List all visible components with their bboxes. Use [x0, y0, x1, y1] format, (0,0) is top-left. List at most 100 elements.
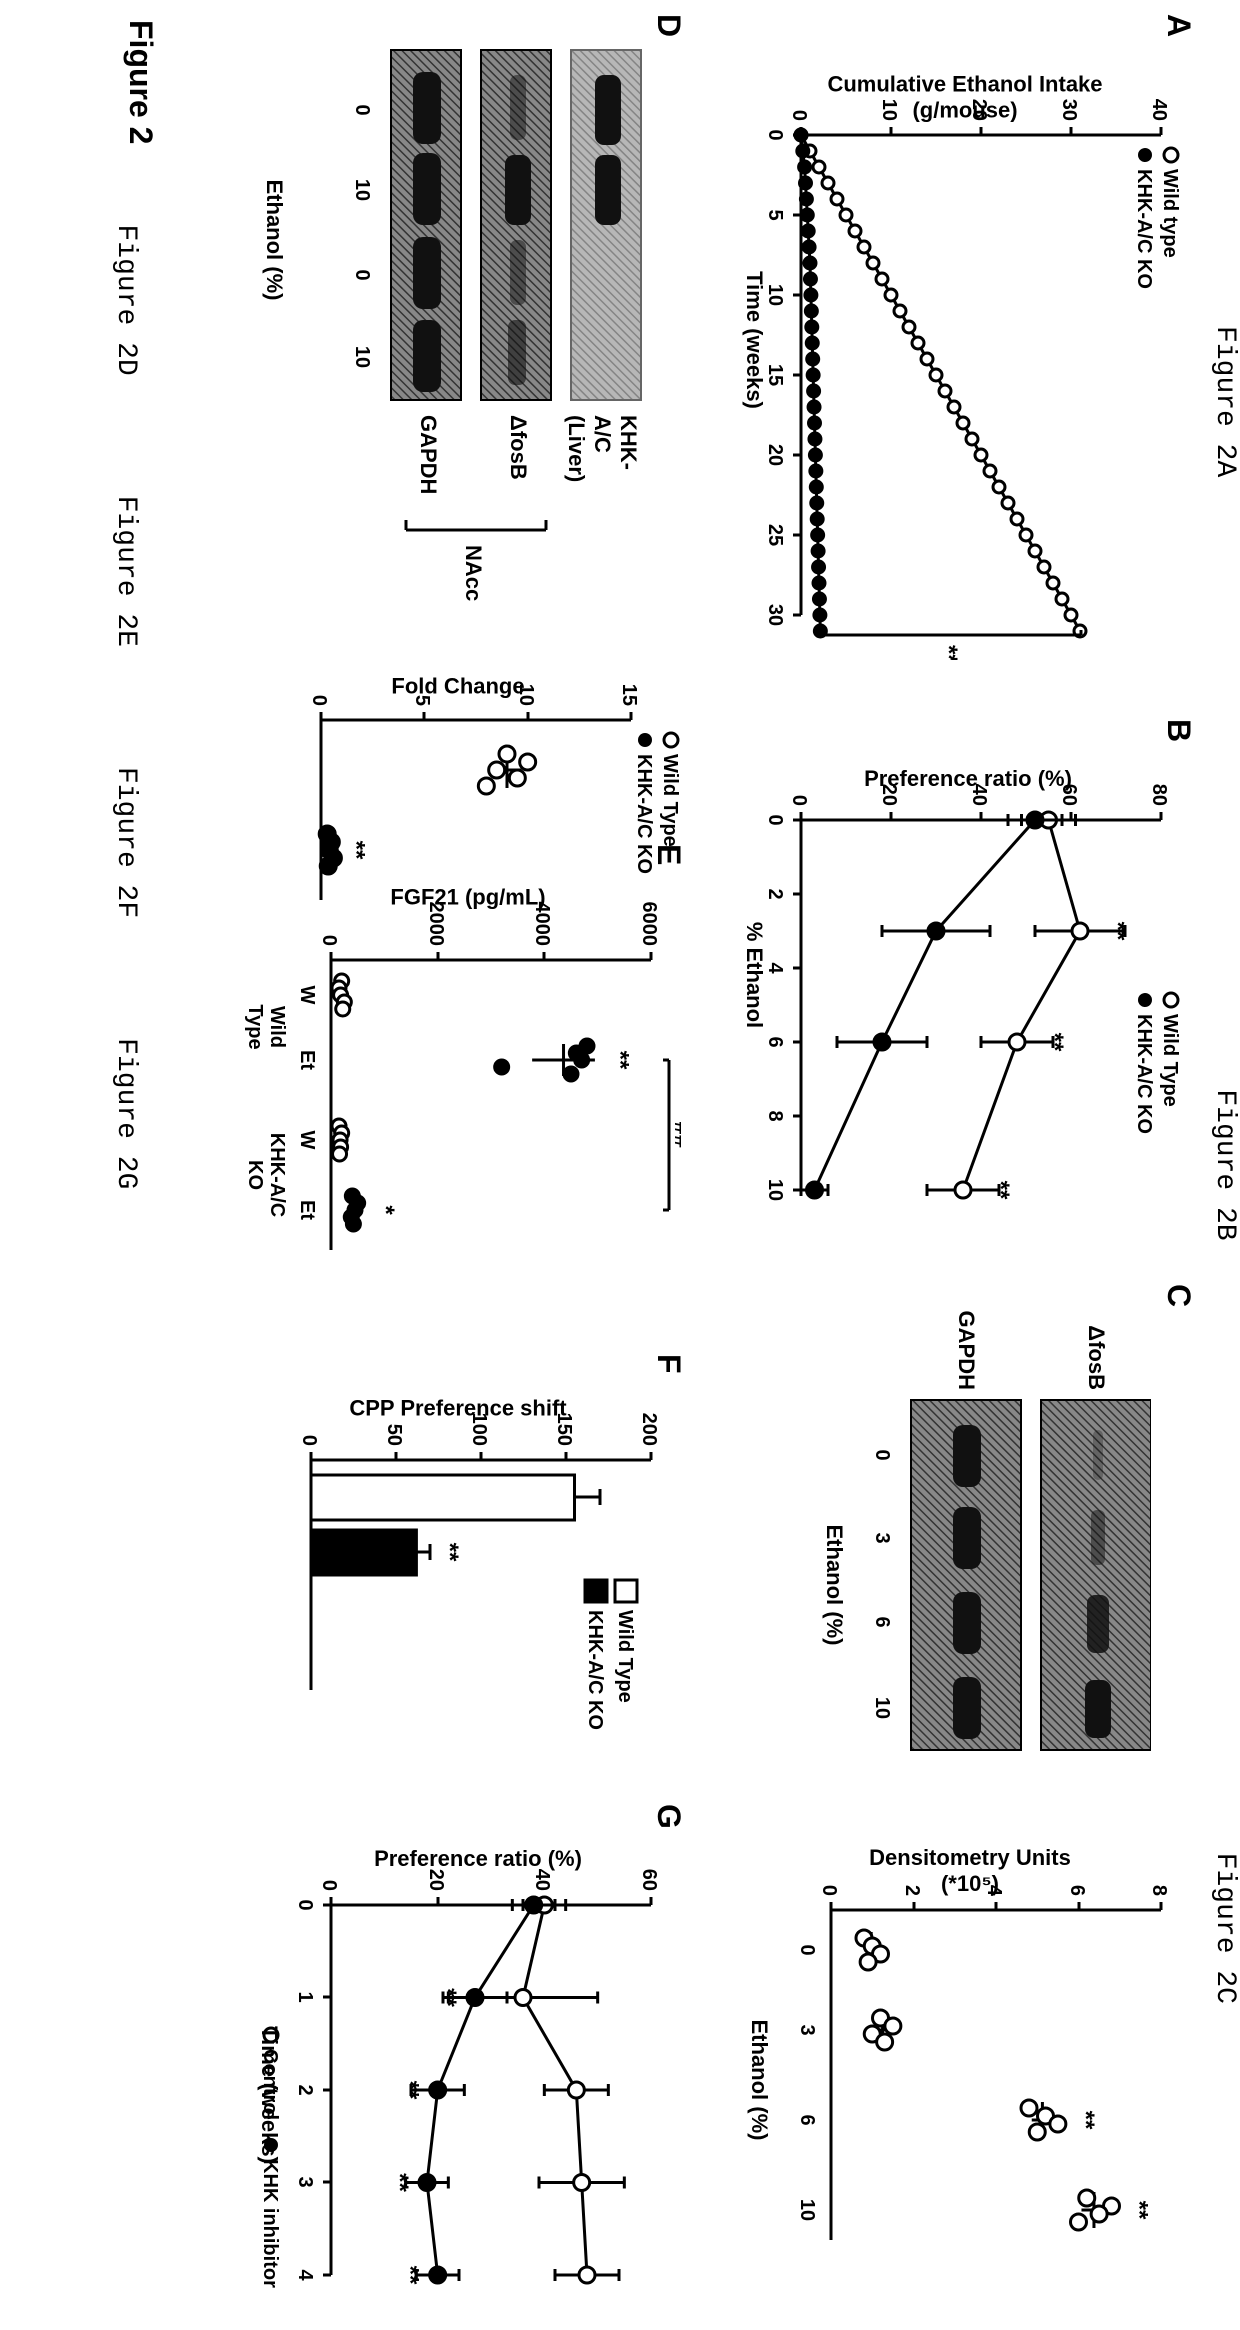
panel-c-scatter-xlabel: Ethanol (%) — [746, 1810, 772, 2280]
svg-text:200: 200 — [638, 1413, 660, 1446]
panel-a-xlabel: Time (weeks) — [741, 20, 767, 660]
panel-d-label-fosb: ΔfosB — [505, 415, 531, 480]
svg-text:25: 25 — [764, 524, 786, 546]
panel-f-legend-ko: KHK-A/C KO — [584, 1610, 606, 1730]
caption-2c: Figure 2C — [1209, 1853, 1240, 2004]
svg-text:10: 10 — [871, 1697, 893, 1719]
panel-e: E 0 2000 4000 6000 W Et W Et — [201, 850, 681, 1280]
svg-text:50: 50 — [383, 1424, 405, 1446]
panel-c-blot-xlabel: Ethanol (%) — [821, 1290, 847, 1770]
svg-text:0: 0 — [351, 269, 373, 280]
panel-f-ylabel: CPP Preference shift — [349, 1396, 566, 1422]
caption-2f: Figure 2F — [110, 767, 141, 918]
panel-c-blot-label-fosb: ΔfosB — [1084, 1325, 1109, 1390]
svg-text:15: 15 — [618, 684, 640, 706]
caption-2a: Figure 2A — [1209, 326, 1240, 477]
svg-text:Wild: Wild — [266, 1006, 288, 1048]
svg-text:0: 0 — [788, 795, 810, 806]
svg-text:10: 10 — [764, 284, 786, 306]
panel-b: B 0 20 40 60 80 0 2 4 — [721, 725, 1191, 1225]
panel-d: D — [201, 20, 681, 770]
panel-a-legend-ko: KHK-A/C KO — [1133, 169, 1155, 289]
svg-text:Et: Et — [296, 1050, 318, 1070]
caption-2g: Figure 2G — [110, 1038, 141, 1189]
caption-2e: Figure 2E — [110, 496, 141, 647]
svg-text:4: 4 — [294, 2269, 316, 2281]
svg-text:15: 15 — [764, 364, 786, 386]
panel-b-ylabel: Preference ratio (%) — [864, 766, 1072, 792]
svg-text:3: 3 — [871, 1532, 893, 1543]
svg-text:2: 2 — [294, 2084, 316, 2095]
svg-text:0: 0 — [294, 1899, 316, 1910]
svg-text:**: ** — [1104, 922, 1131, 941]
svg-text:10: 10 — [764, 1179, 786, 1201]
svg-text:0: 0 — [764, 814, 786, 825]
panel-c-blot-label-gapdh: GAPDH — [954, 1311, 979, 1390]
svg-text:4: 4 — [764, 962, 786, 974]
svg-text:KO: KO — [244, 1160, 266, 1190]
panel-d-xlabel: Ethanol (%) — [261, 50, 287, 430]
panel-e-ylabel: FGF21 (pg/mL) — [390, 885, 545, 911]
svg-text:0: 0 — [796, 1944, 818, 1955]
svg-text:40: 40 — [531, 1869, 553, 1891]
panel-a-letter: A — [1160, 14, 1197, 37]
svg-text:0: 0 — [818, 1885, 840, 1896]
svg-text:0: 0 — [318, 1880, 340, 1891]
top-caption-row: Figure 2A Figure 2B Figure 2C — [1209, 20, 1240, 2310]
svg-text:**: ** — [1041, 1033, 1068, 1052]
svg-text:**: ** — [386, 2173, 413, 2192]
svg-text:0: 0 — [351, 104, 373, 115]
svg-text:**: ** — [987, 1181, 1014, 1200]
panel-b-letter: B — [1160, 719, 1197, 742]
panel-e-letter: E — [650, 844, 687, 865]
panel-f: F 0 50 100 150 200 ** W — [201, 1360, 681, 1730]
svg-text:0: 0 — [788, 110, 810, 121]
panel-d-scatter-ylabel: Fold Change — [391, 674, 524, 700]
panel-g-ylabel: Preference ratio (%) — [374, 1846, 582, 1872]
svg-text:W: W — [296, 1131, 318, 1150]
panel-b-xlabel: % Ethanol — [741, 725, 767, 1225]
svg-text:W: W — [296, 986, 318, 1005]
svg-text:30: 30 — [764, 604, 786, 626]
svg-text:**: ** — [1072, 2111, 1099, 2130]
panel-e-sig-between: ## — [669, 1122, 681, 1149]
svg-text:40: 40 — [1148, 99, 1170, 121]
svg-text:**: ** — [434, 1988, 461, 2007]
svg-text:6000: 6000 — [638, 902, 660, 947]
svg-text:3: 3 — [796, 2024, 818, 2035]
svg-text:0: 0 — [871, 1449, 893, 1460]
svg-text:KHK-A/C: KHK-A/C — [266, 1133, 288, 1217]
panel-e-chart: 0 2000 4000 6000 W Et W Et Wild Type KHK… — [201, 850, 681, 1280]
svg-text:3: 3 — [294, 2176, 316, 2187]
panel-d-legend-wt: Wild Type — [659, 754, 681, 847]
panel-g-xlabel: Time (weeks) — [256, 1810, 282, 2310]
svg-text:10: 10 — [351, 346, 373, 368]
panel-a-sig: ** — [935, 645, 962, 660]
panel-g: G 0 20 40 60 0 1 2 3 — [201, 1810, 681, 2310]
svg-text:**: ** — [436, 1543, 463, 1562]
svg-text:20: 20 — [764, 444, 786, 466]
svg-text:Et: Et — [296, 1200, 318, 1220]
svg-text:6: 6 — [871, 1616, 893, 1627]
caption-2b: Figure 2B — [1209, 1089, 1240, 1240]
svg-text:1: 1 — [294, 1991, 316, 2002]
svg-text:8: 8 — [764, 1110, 786, 1121]
panel-c: C ΔfosB — [721, 1290, 1191, 2310]
svg-text:0: 0 — [764, 129, 786, 140]
panel-b-legend-wt: Wild Type — [1159, 1014, 1181, 1107]
panel-d-label-khk: KHK-A/C (Liver) — [563, 415, 641, 482]
svg-text:80: 80 — [1148, 784, 1170, 806]
figure-page: Figure 2A Figure 2B Figure 2C A — [40, 20, 1240, 2310]
panel-c-blot: ΔfosB GAPDH 0 3 6 10 — [851, 1290, 1151, 1770]
panel-f-legend-wt: Wild Type — [614, 1610, 636, 1703]
row-1: A 0 10 20 30 — [721, 20, 1191, 2310]
svg-text:*: * — [372, 1205, 399, 1215]
svg-text:0: 0 — [318, 935, 340, 946]
panel-a-xticks: 0 5 10 15 20 25 30 — [764, 129, 801, 626]
caption-2d: Figure 2D — [110, 224, 141, 375]
bottom-caption-row: Figure 2D Figure 2E Figure 2F Figure 2G — [110, 224, 141, 1189]
figure-main-label: Figure 2 — [122, 20, 159, 144]
panel-b-chart: 0 20 40 60 80 0 2 4 6 8 10 ****** — [721, 725, 1191, 1225]
panel-d-blot: 0 10 0 10 — [261, 20, 661, 440]
svg-text:8: 8 — [1148, 1885, 1170, 1896]
